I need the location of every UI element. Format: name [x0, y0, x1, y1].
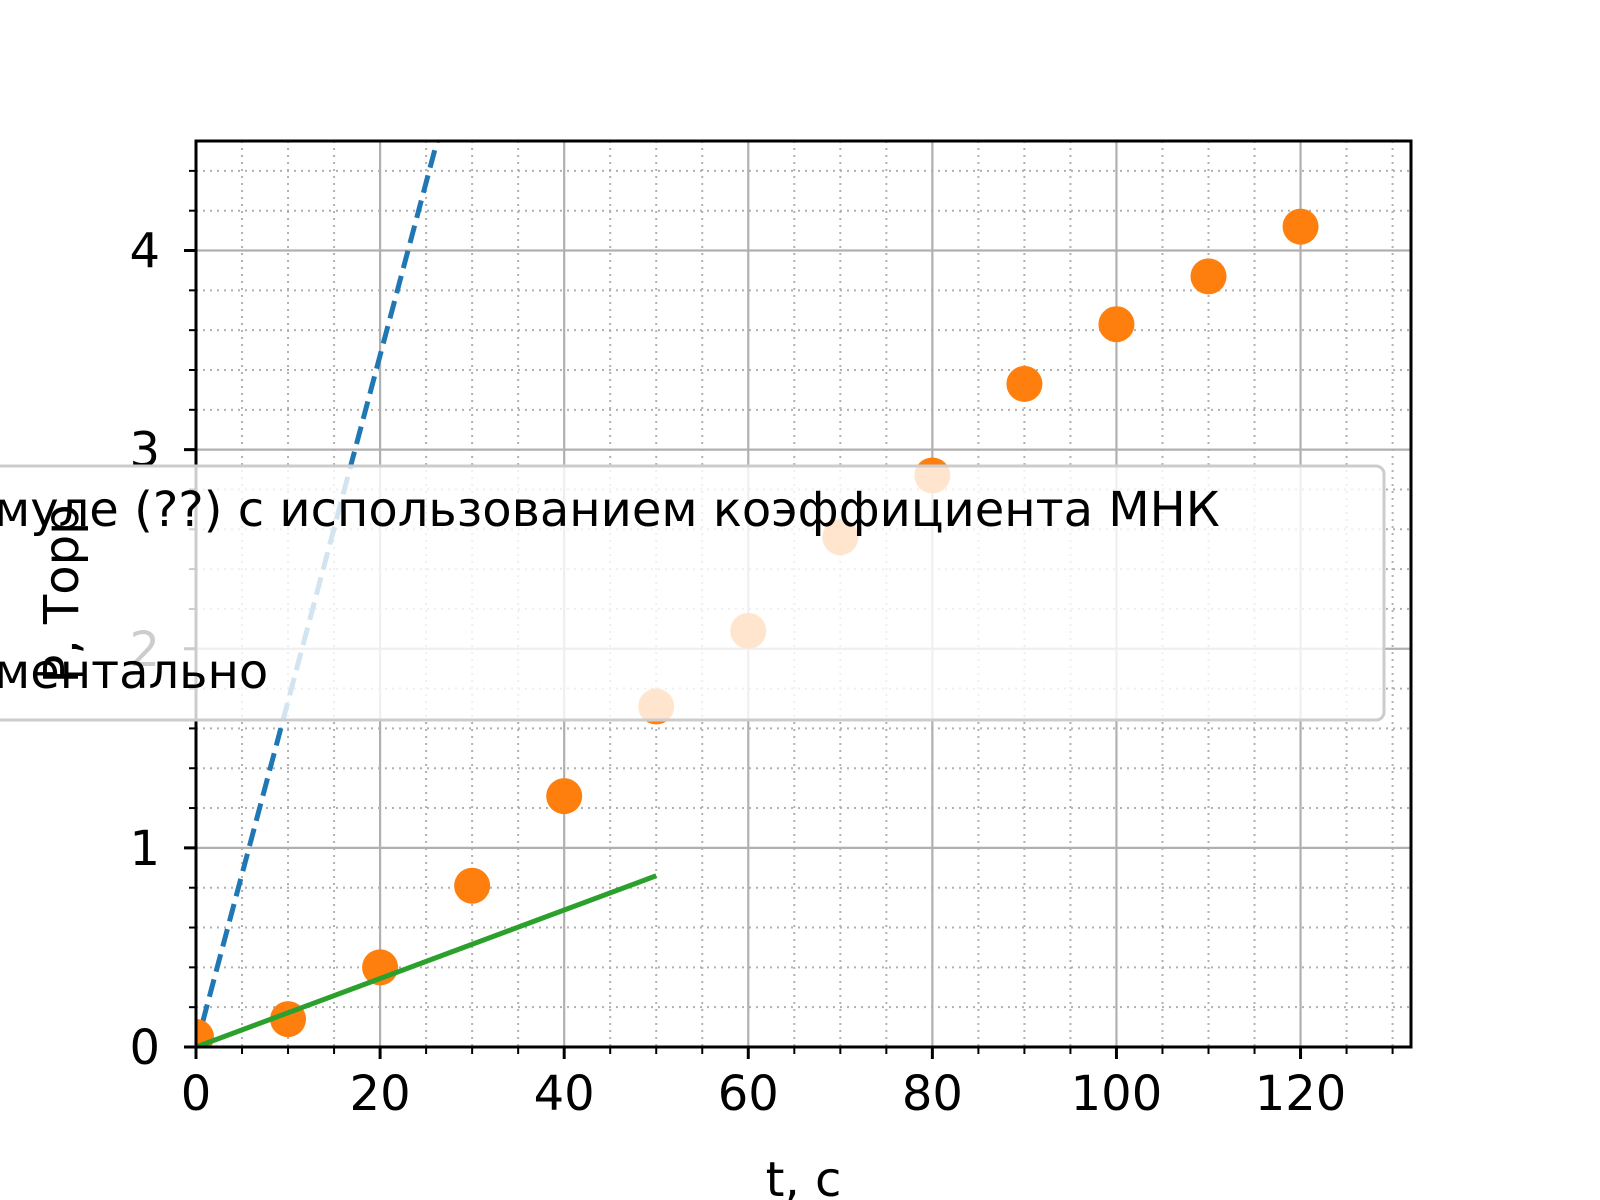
x-tick-label: 120	[1255, 1066, 1347, 1122]
data-point	[1190, 258, 1227, 295]
data-point	[1006, 365, 1043, 402]
x-axis-label: t, с	[766, 1152, 842, 1200]
legend-entry-experimental: ментально	[0, 644, 268, 700]
data-point	[1098, 306, 1135, 343]
y-axis-label: P, Торр	[34, 504, 90, 683]
y-tick-label: 1	[129, 821, 160, 877]
data-point	[1282, 208, 1319, 245]
data-point	[454, 867, 491, 904]
series-line-2	[196, 873, 658, 1047]
legend: муле (??) с использованием коэффициента …	[0, 464, 1386, 722]
x-tick-label: 20	[350, 1066, 411, 1122]
x-tick-label: 60	[718, 1066, 779, 1122]
y-tick-label: 4	[129, 224, 160, 280]
legend-box	[0, 464, 1386, 722]
x-tick-label: 0	[181, 1066, 212, 1122]
x-tick-label: 80	[902, 1066, 963, 1122]
x-tick-label: 40	[534, 1066, 595, 1122]
y-tick-label: 0	[129, 1020, 160, 1076]
data-point	[546, 778, 583, 815]
legend-entry-lsq-formula: муле (??) с использованием коэффициента …	[0, 482, 1220, 538]
x-tick-label: 100	[1071, 1066, 1163, 1122]
